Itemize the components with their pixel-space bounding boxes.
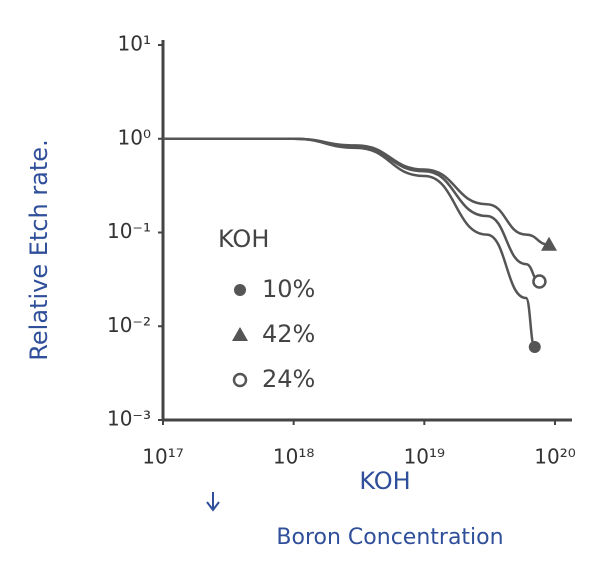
end-marker [533, 276, 545, 288]
x-tick-label: 10¹⁹ [404, 445, 445, 469]
y-tick-label: 10⁻² [107, 313, 151, 337]
x-tick-label: 10²⁰ [534, 445, 575, 469]
legend-marker [232, 327, 248, 341]
legend-label: 10% [262, 275, 315, 303]
x-axis-label: Boron Concentration [276, 525, 503, 550]
y-tick-label: 10⁻³ [107, 407, 151, 431]
y-tick-label: 10⁰ [118, 125, 151, 149]
y-tick-label: 10⁻¹ [107, 219, 151, 243]
legend-marker [234, 284, 246, 296]
chart: Relative Etch rate. KOH Boron Concentrat… [0, 0, 592, 557]
y-axis-label: Relative Etch rate. [25, 139, 53, 360]
x-axis-note: KOH [359, 467, 410, 495]
legend-marker [234, 374, 246, 386]
end-marker [529, 341, 541, 353]
legend-label: 42% [262, 320, 315, 348]
page: {"chart_data": { "type": "line", "ylabel… [0, 0, 592, 557]
x-tick-label: 10¹⁸ [273, 445, 314, 469]
x-tick-label: 10¹⁷ [142, 445, 183, 469]
series-line [163, 139, 539, 282]
legend-label: 24% [262, 365, 315, 393]
y-tick-label: 10¹ [118, 32, 151, 56]
legend-title: KOH [218, 225, 269, 253]
